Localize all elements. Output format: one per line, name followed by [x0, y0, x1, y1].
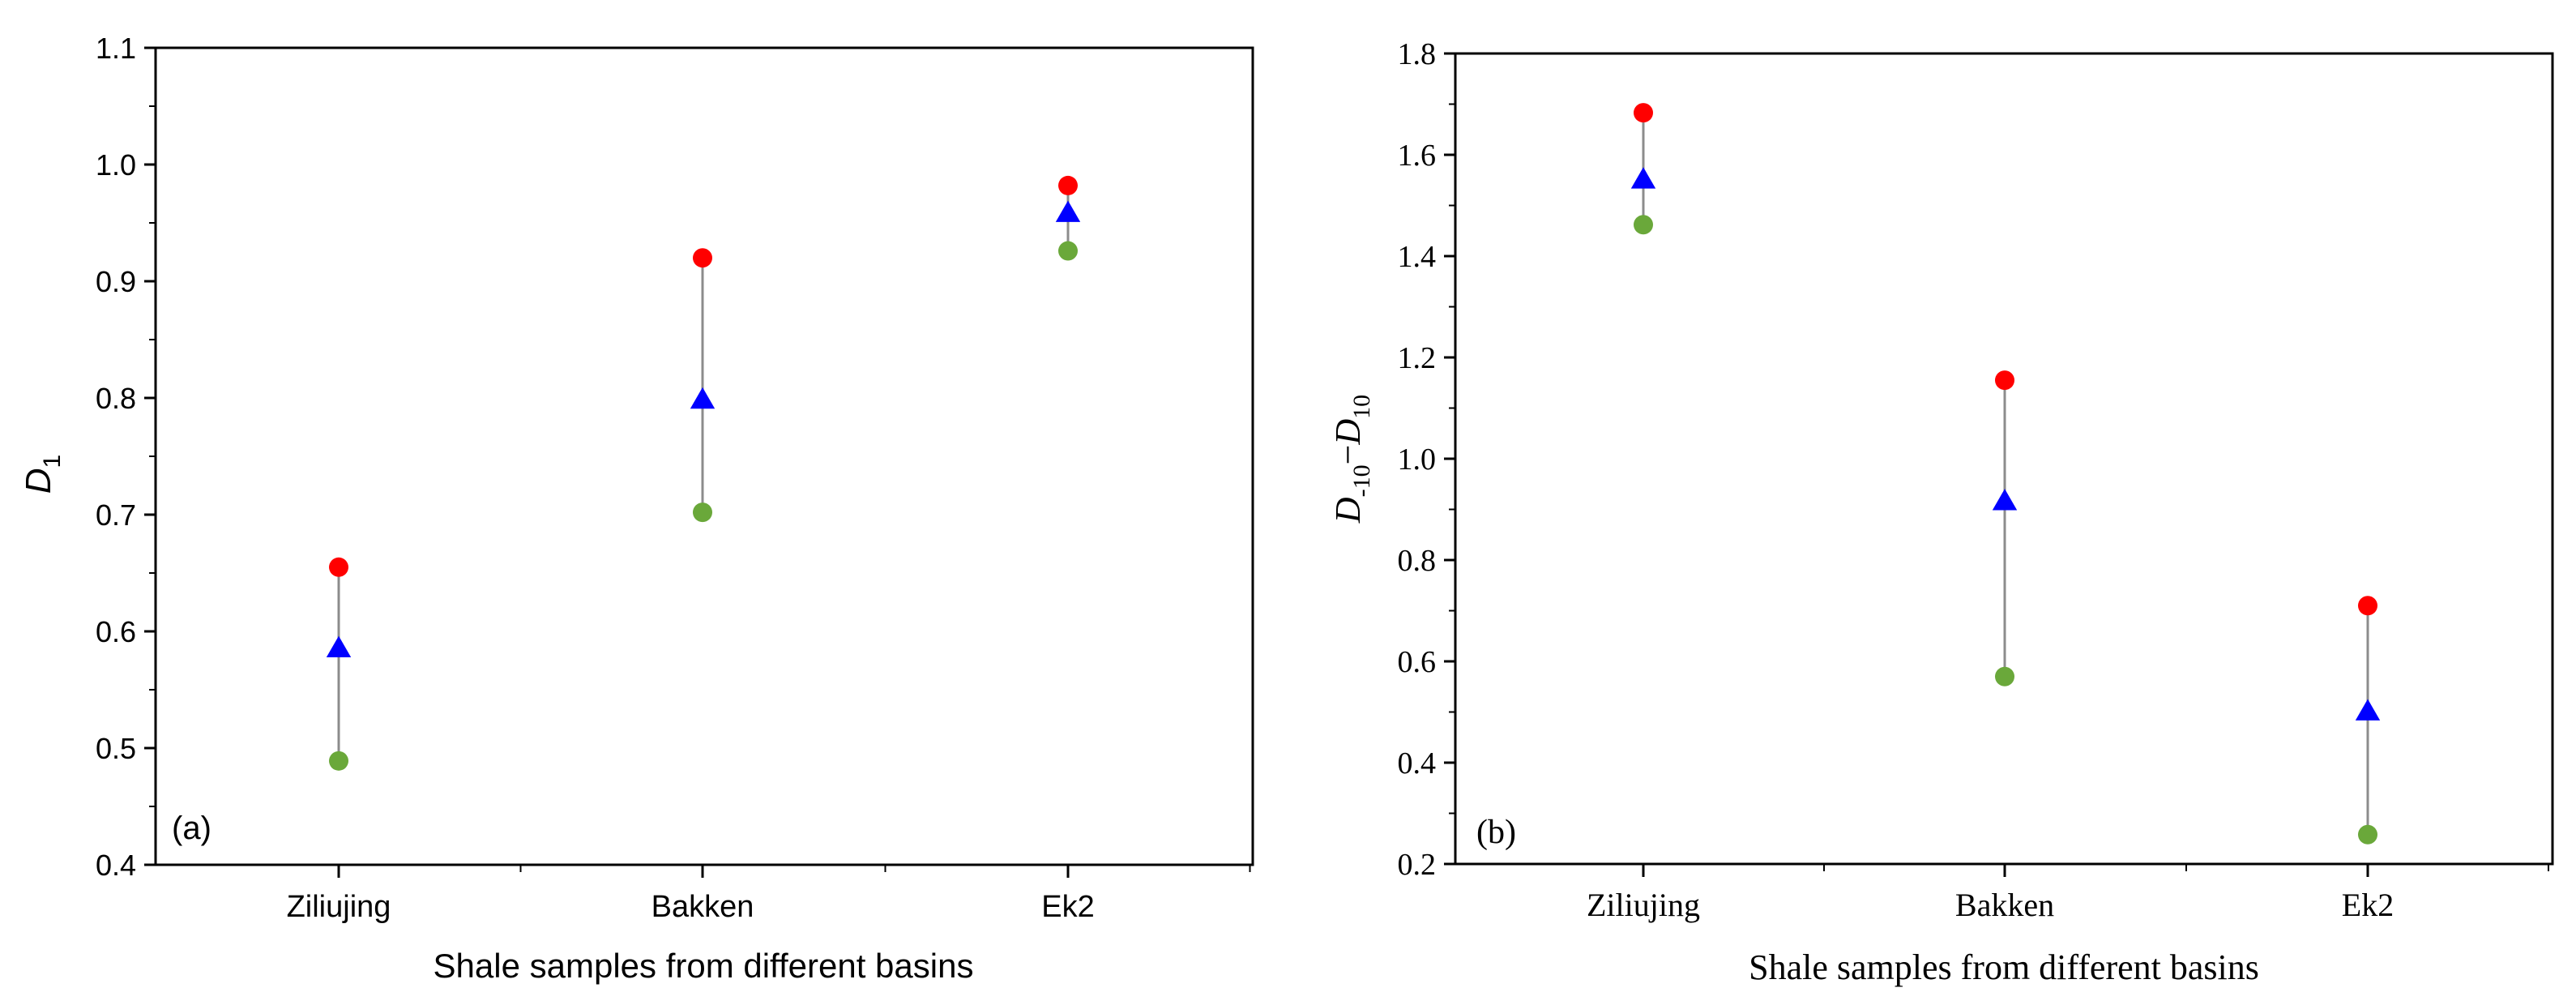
- chart-a-y-axis-label-main: D: [19, 468, 58, 494]
- chart-a-x-tick-label: Bakken: [651, 890, 754, 924]
- chart-b-y-tick-label: 1.0: [1398, 443, 1437, 477]
- chart-b-point-circle: [1634, 215, 1653, 235]
- chart-a-point-triangle: [690, 387, 716, 409]
- chart-a-y-tick-label: 1.1: [96, 32, 136, 65]
- chart-a-plot-frame: [154, 46, 1254, 866]
- chart-a-y-tick-label: 0.9: [96, 265, 136, 298]
- chart-b-y-tick-label: 1.2: [1398, 341, 1437, 375]
- chart-b-y-axis-label-main2: D: [1328, 419, 1368, 446]
- chart-a-y-tick-label: 0.4: [96, 849, 136, 882]
- chart-b-y-tick-label: 1.6: [1398, 139, 1437, 173]
- chart-b-x-axis-label: Shale samples from different basins: [1749, 947, 2259, 987]
- chart-b-point-circle: [2358, 596, 2377, 616]
- chart-a-panel-label: (a): [172, 810, 211, 846]
- chart-b-x-tick-label: Ziliujing: [1587, 887, 1700, 923]
- chart-b-y-axis-label-main1: D: [1328, 497, 1368, 524]
- chart-b-y-tick-label: 1.4: [1398, 240, 1437, 274]
- chart-b-y-ticks: 0.2 0.4 0.6 0.8 1.0 1.2 1.4 1.6 1.8: [1398, 37, 1455, 882]
- chart-b-point-circle: [1634, 103, 1653, 123]
- chart-a-x-axis-label: Shale samples from different basins: [434, 947, 974, 985]
- chart-b-y-tick-label: 0.4: [1398, 746, 1437, 780]
- chart-a-marks: [326, 175, 1081, 771]
- chart-b-y-tick-label: 0.8: [1398, 544, 1437, 578]
- chart-a-point-circle: [1058, 241, 1078, 261]
- chart-b-x-tick-label: Ek2: [2342, 887, 2394, 923]
- chart-a-point-circle: [693, 502, 712, 523]
- chart-b-y-axis-label-sub2: 10: [1348, 395, 1375, 419]
- chart-a-x-ticks: Ziliujing Bakken Ek2: [287, 865, 1251, 924]
- chart-a-point-circle: [1058, 175, 1078, 195]
- chart-a-point-triangle: [1055, 200, 1081, 222]
- chart-b-point-triangle: [1630, 167, 1656, 189]
- chart-a-point-circle: [693, 248, 712, 268]
- chart-a-y-axis-label: D1: [19, 455, 66, 494]
- chart-b-y-axis-label: D-10−D10: [1328, 395, 1375, 524]
- chart-b-y-tick-label: 0.2: [1398, 848, 1437, 882]
- chart-a-x-tick-label: Ek2: [1041, 890, 1094, 924]
- chart-b-point-circle: [1995, 666, 2014, 686]
- chart-a-y-axis-label-sub: 1: [39, 455, 66, 468]
- chart-b-y-tick-label: 0.6: [1398, 645, 1437, 679]
- chart-a-y-ticks: 0.4 0.5 0.6 0.7 0.8 0.9 1.0 1.1: [96, 32, 156, 882]
- chart-a-y-tick-label: 1.0: [96, 148, 136, 182]
- chart-b-point-triangle: [1992, 489, 2018, 511]
- chart-b-point-circle: [1995, 370, 2014, 391]
- chart-b-panel-label: (b): [1476, 814, 1516, 851]
- chart-a-y-tick-label: 0.8: [96, 382, 136, 415]
- chart-b: 0.2 0.4 0.6 0.8 1.0 1.2 1.4 1.6 1.8 Ziliujing Bak…: [1328, 37, 2554, 987]
- chart-a-point-triangle: [326, 635, 352, 657]
- chart-a-point-circle: [329, 751, 348, 771]
- chart-b-marks: [1630, 103, 2381, 845]
- chart-b-point-triangle: [2355, 699, 2381, 721]
- chart-b-x-ticks: Ziliujing Bakken Ek2: [1587, 864, 2549, 923]
- chart-b-point-circle: [2358, 824, 2377, 845]
- chart-a-y-tick-label: 0.7: [96, 498, 136, 532]
- chart-a-y-tick-label: 0.5: [96, 732, 136, 765]
- chart-a-x-tick-label: Ziliujing: [287, 890, 391, 924]
- chart-b-y-tick-label: 1.8: [1398, 37, 1437, 71]
- chart-a-y-tick-label: 0.6: [96, 615, 136, 648]
- chart-b-y-axis-label-sub1: -10: [1348, 464, 1375, 497]
- chart-a: 0.4 0.5 0.6 0.7 0.8 0.9 1.0 1.1 Ziliujing Bakken…: [19, 32, 1254, 985]
- chart-a-point-circle: [329, 557, 348, 577]
- chart-b-x-tick-label: Bakken: [1955, 887, 2054, 923]
- chart-b-y-axis-label-dash: −: [1328, 445, 1368, 465]
